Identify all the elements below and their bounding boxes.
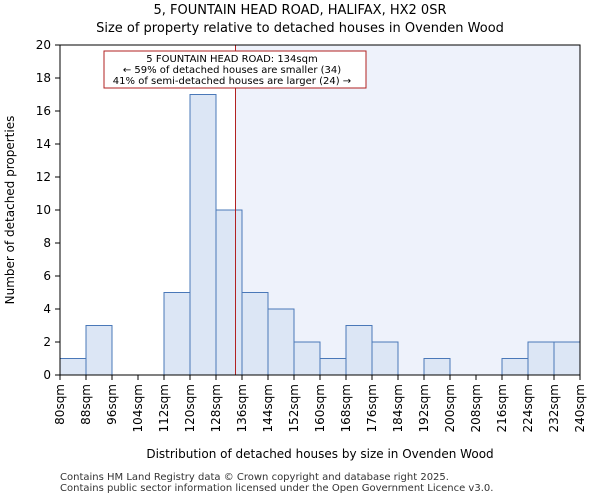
- x-axis-label: Distribution of detached houses by size …: [146, 447, 493, 461]
- x-tick-label: 128sqm: [209, 384, 223, 432]
- bars-group: [59, 94, 581, 376]
- y-tick-label: 18: [36, 71, 51, 85]
- x-tick-label: 232sqm: [547, 384, 561, 432]
- chart-subtitle: Size of property relative to detached ho…: [96, 21, 504, 36]
- y-tick-label: 8: [43, 236, 51, 250]
- bar-144sqm: [267, 308, 295, 376]
- footer-line-1: Contains HM Land Registry data © Crown c…: [60, 472, 449, 483]
- y-tick-label: 6: [43, 269, 51, 283]
- y-tick-label: 4: [43, 302, 51, 316]
- x-tick-label: 200sqm: [443, 384, 457, 432]
- y-axis: 0 2 4 6 8 10 12 14 16 18 20: [36, 38, 60, 382]
- attribution-footer: Contains HM Land Registry data © Crown c…: [60, 472, 493, 494]
- x-tick-label: 96sqm: [105, 384, 119, 425]
- y-tick-label: 12: [36, 170, 51, 184]
- x-tick-label: 112sqm: [157, 384, 171, 432]
- bar-192sqm: [423, 358, 451, 376]
- bar-152sqm: [293, 341, 321, 376]
- bar-120sqm: [189, 94, 217, 376]
- x-axis: 80sqm 88sqm 96sqm 104sqm 112sqm 120sqm 128sqm 1…: [53, 375, 587, 432]
- bar-224sqm: [527, 341, 555, 376]
- x-tick-label: 216sqm: [495, 384, 509, 432]
- x-tick-label: 144sqm: [261, 384, 275, 432]
- y-tick-label: 10: [36, 203, 51, 217]
- x-tick-label: 224sqm: [521, 384, 535, 432]
- histogram-chart: 5, FOUNTAIN HEAD ROAD, HALIFAX, HX2 0SR …: [3, 3, 587, 461]
- bar-128sqm: [215, 209, 243, 376]
- bar-232sqm: [553, 341, 581, 376]
- y-tick-label: 0: [43, 368, 51, 382]
- x-tick-label: 120sqm: [183, 384, 197, 432]
- x-tick-label: 240sqm: [573, 384, 587, 432]
- x-tick-label: 184sqm: [391, 384, 405, 432]
- x-tick-label: 160sqm: [313, 384, 327, 432]
- chart-title: 5, FOUNTAIN HEAD ROAD, HALIFAX, HX2 0SR: [154, 3, 447, 18]
- x-tick-label: 88sqm: [79, 384, 93, 425]
- x-tick-label: 168sqm: [339, 384, 353, 432]
- footer-line-2: Contains public sector information licen…: [60, 483, 494, 494]
- bar-112sqm: [163, 292, 191, 376]
- x-tick-label: 192sqm: [417, 384, 431, 432]
- annotation-line-3: 41% of semi-detached houses are larger (…: [113, 76, 351, 87]
- bar-216sqm: [501, 358, 529, 376]
- x-tick-label: 152sqm: [287, 384, 301, 432]
- bar-176sqm: [371, 341, 399, 376]
- x-tick-label: 80sqm: [53, 384, 67, 425]
- x-tick-label: 104sqm: [131, 384, 145, 432]
- y-tick-label: 2: [43, 335, 51, 349]
- bar-88sqm: [85, 325, 113, 376]
- y-tick-label: 16: [36, 104, 51, 118]
- y-tick-label: 20: [36, 38, 51, 52]
- y-axis-label: Number of detached properties: [3, 116, 17, 305]
- bar-160sqm: [319, 358, 347, 376]
- annotation-line-1: 5 FOUNTAIN HEAD ROAD: 134sqm: [146, 54, 317, 65]
- bar-168sqm: [345, 325, 373, 376]
- bar-80sqm: [59, 358, 87, 376]
- x-tick-label: 136sqm: [235, 384, 249, 432]
- x-tick-label: 208sqm: [469, 384, 483, 432]
- bar-136sqm: [241, 292, 269, 376]
- y-tick-label: 14: [36, 137, 51, 151]
- annotation-line-2: ← 59% of detached houses are smaller (34…: [123, 65, 341, 76]
- x-tick-label: 176sqm: [365, 384, 379, 432]
- annotation-box: 5 FOUNTAIN HEAD ROAD: 134sqm ← 59% of de…: [103, 50, 367, 89]
